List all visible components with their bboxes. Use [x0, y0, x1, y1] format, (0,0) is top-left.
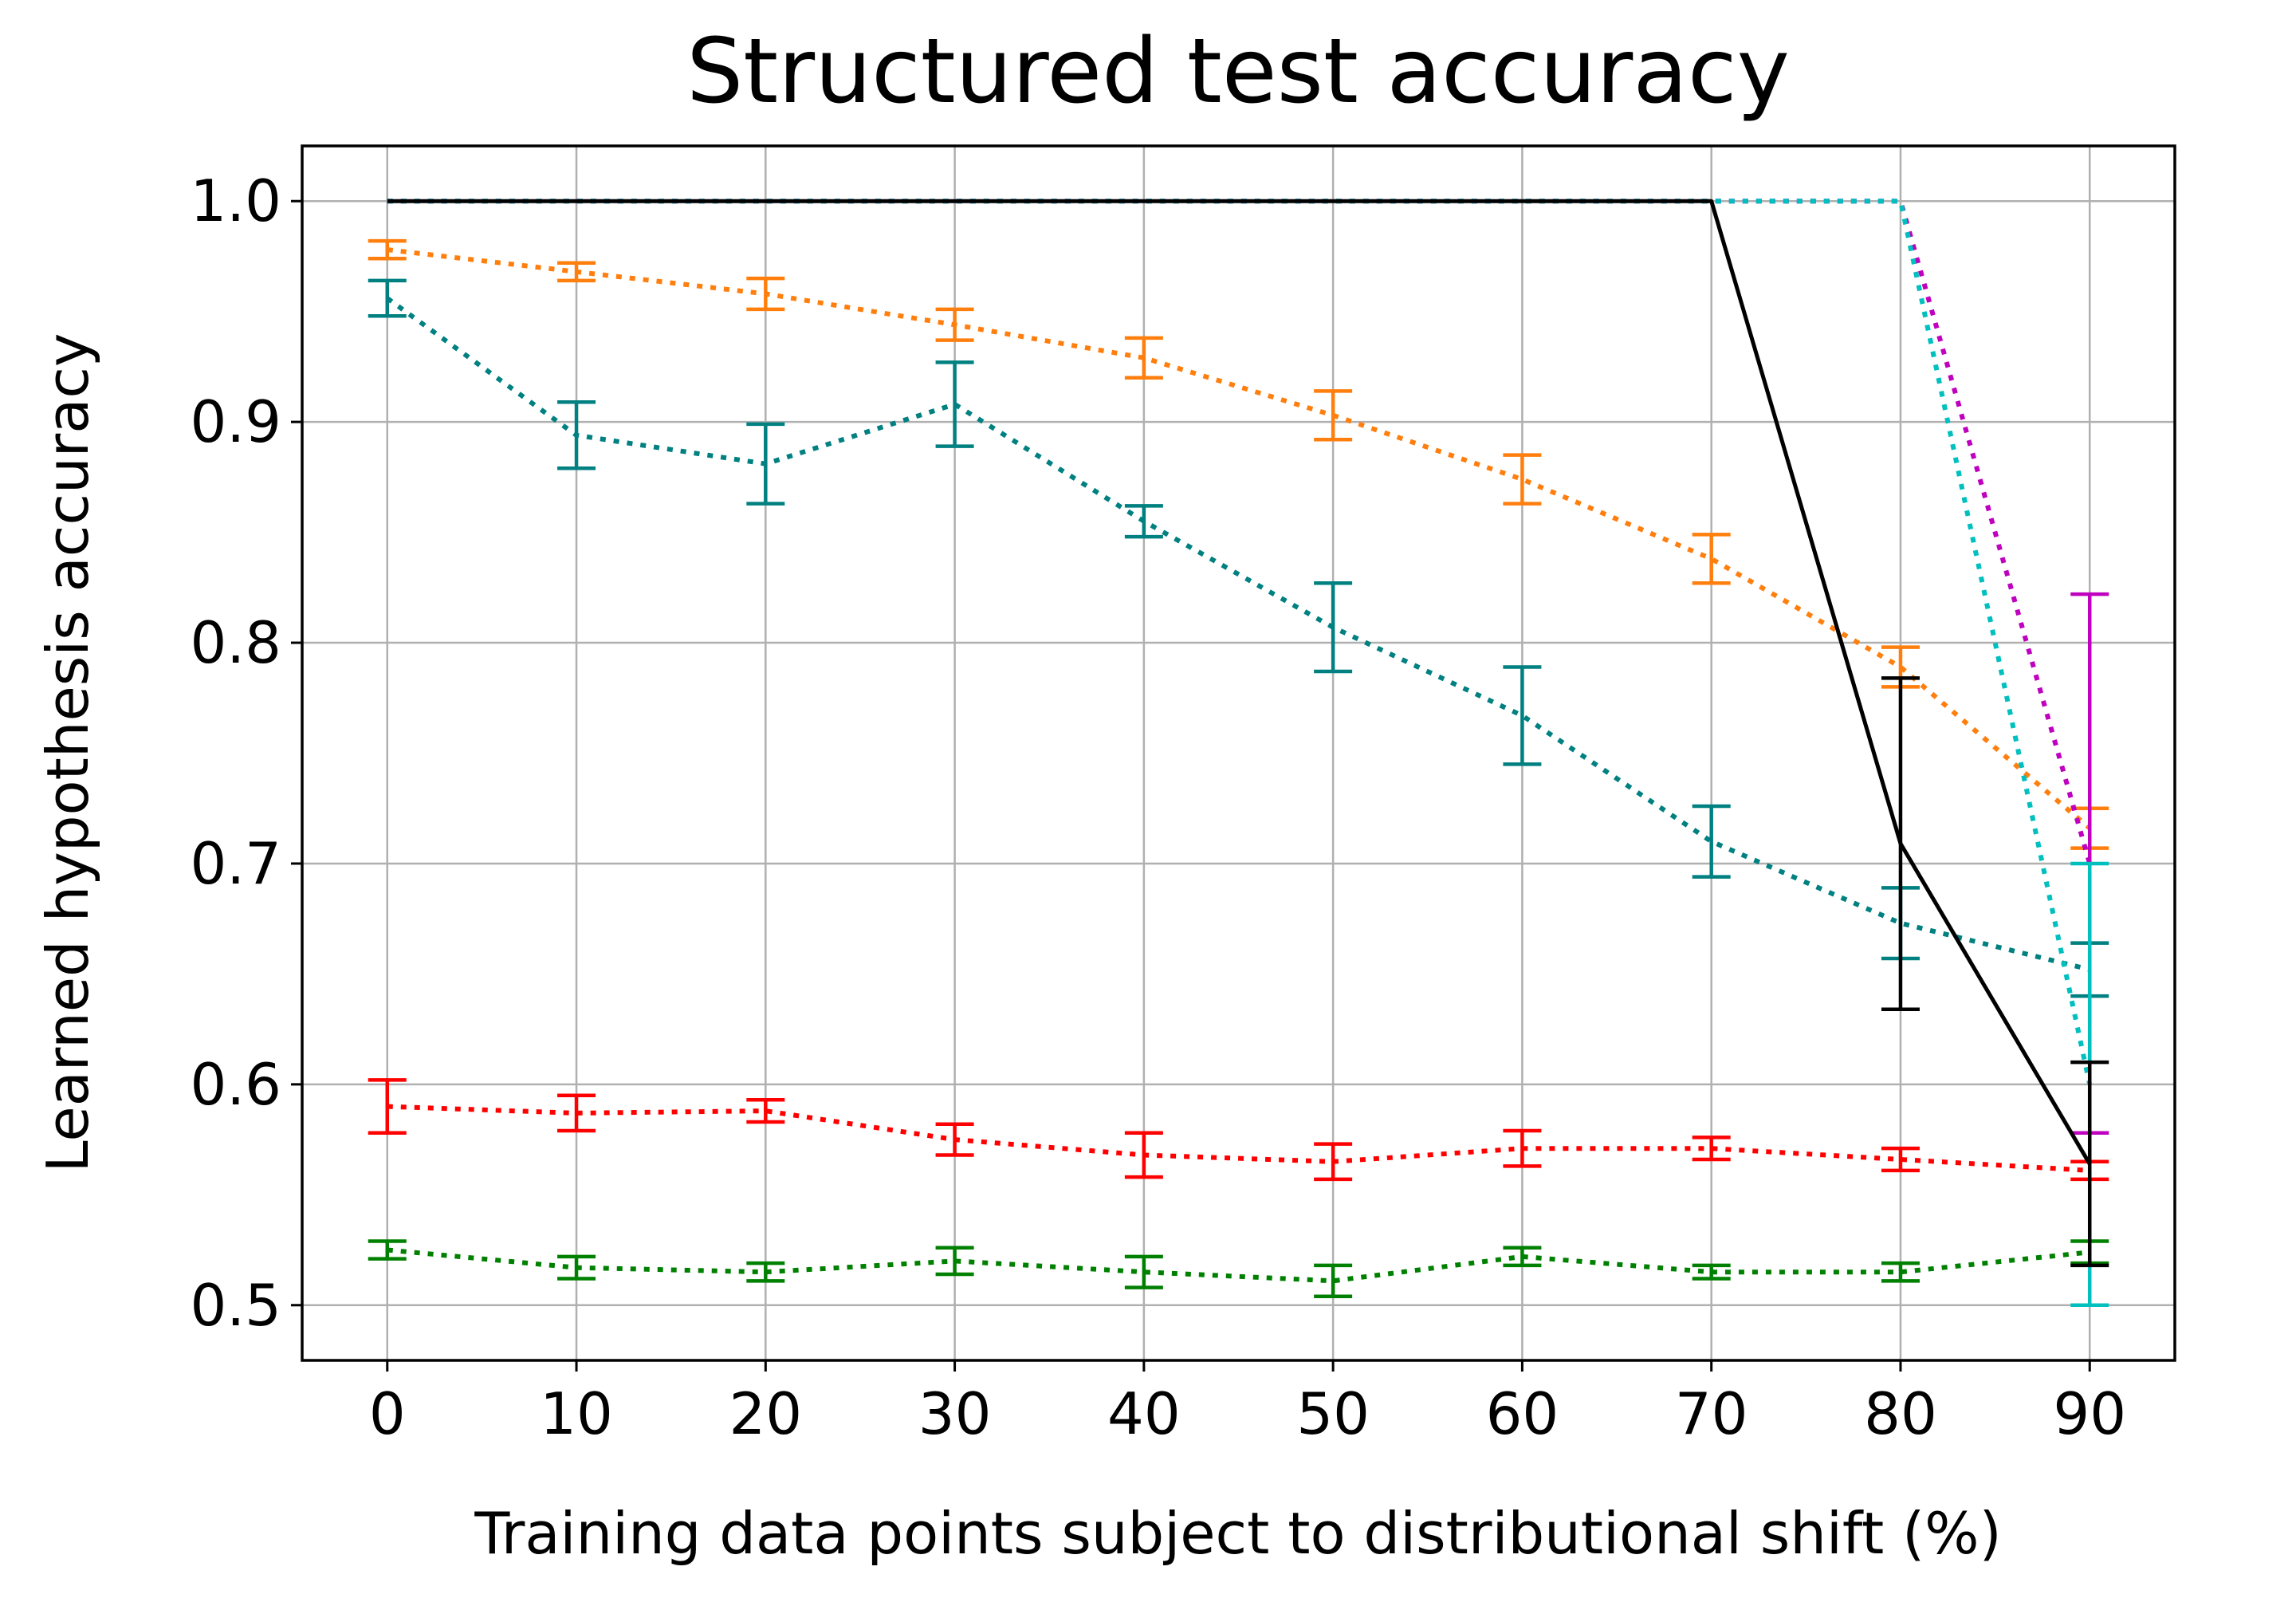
series-line [387, 247, 2092, 830]
series-line [387, 1104, 2090, 1173]
y-axis: 0.5 0.6 0.7 0.8 0.9 1.0 [190, 167, 302, 1339]
chart-title: Structured test accuracy [686, 20, 1790, 124]
error-bar [368, 1239, 407, 1261]
error-bar [1314, 1142, 1353, 1182]
y-axis-label: Learned hypothesis accuracy [34, 333, 101, 1172]
error-bar [557, 261, 596, 283]
y-tick-label: 1.0 [190, 167, 281, 234]
error-bar [746, 276, 785, 312]
series-line [386, 296, 2090, 972]
error-bar [1314, 1263, 1353, 1298]
series-7 [387, 199, 2109, 1268]
x-axis-label: Training data points subject to distribu… [474, 1500, 2001, 1567]
error-bar [1692, 1136, 1731, 1162]
error-bar [368, 278, 407, 318]
error-bar [557, 1254, 596, 1281]
error-bar [1881, 676, 1920, 1011]
error-bar [2070, 1060, 2109, 1268]
error-bar [935, 1246, 974, 1277]
error-bar [1314, 389, 1353, 442]
x-tick-label: 20 [729, 1380, 803, 1447]
x-tick-label: 30 [918, 1380, 992, 1447]
series-3 [368, 1078, 2109, 1182]
error-bar [1124, 336, 1163, 380]
error-bar [368, 238, 407, 261]
error-bar [1124, 1131, 1163, 1179]
error-bar [1503, 665, 1542, 766]
error-bar [746, 1097, 785, 1124]
y-tick-label: 0.7 [190, 830, 281, 897]
error-bar [746, 1261, 785, 1283]
error-bar [746, 422, 785, 506]
error-bar [557, 400, 596, 470]
series-4 [368, 1239, 2109, 1298]
y-tick-label: 0.9 [190, 388, 281, 455]
x-axis: 0 10 20 30 40 50 60 70 80 90 [369, 1360, 2126, 1447]
x-tick-label: 50 [1296, 1380, 1370, 1447]
error-bar [1692, 804, 1731, 879]
error-bar [1314, 581, 1353, 674]
error-bar [1503, 1128, 1542, 1168]
error-bar [1124, 504, 1163, 539]
x-tick-label: 0 [369, 1380, 406, 1447]
y-tick-label: 0.5 [190, 1272, 281, 1339]
error-bar [1881, 1146, 1920, 1173]
error-bar [368, 1078, 407, 1136]
error-bar [1692, 533, 1731, 585]
error-bar [1881, 1261, 1920, 1283]
y-tick-label: 0.8 [190, 609, 281, 676]
error-bar [1692, 1263, 1731, 1281]
error-bar [935, 360, 974, 448]
grid [302, 146, 2175, 1360]
series-layer [368, 199, 2109, 1308]
error-bar [935, 1122, 974, 1157]
plot-frame [301, 144, 2176, 1362]
error-bar [1503, 1246, 1542, 1268]
error-bar [1503, 453, 1542, 506]
y-tick-label: 0.6 [190, 1051, 281, 1118]
x-tick-label: 40 [1107, 1380, 1181, 1447]
x-tick-label: 90 [2053, 1380, 2126, 1447]
x-tick-label: 10 [540, 1380, 613, 1447]
error-bar [557, 1093, 596, 1133]
error-bar [1124, 1254, 1163, 1289]
x-tick-label: 70 [1675, 1380, 1748, 1447]
x-tick-label: 60 [1486, 1380, 1559, 1447]
error-bar [935, 307, 974, 342]
series-line [387, 199, 2092, 1165]
x-tick-label: 80 [1864, 1380, 1937, 1447]
